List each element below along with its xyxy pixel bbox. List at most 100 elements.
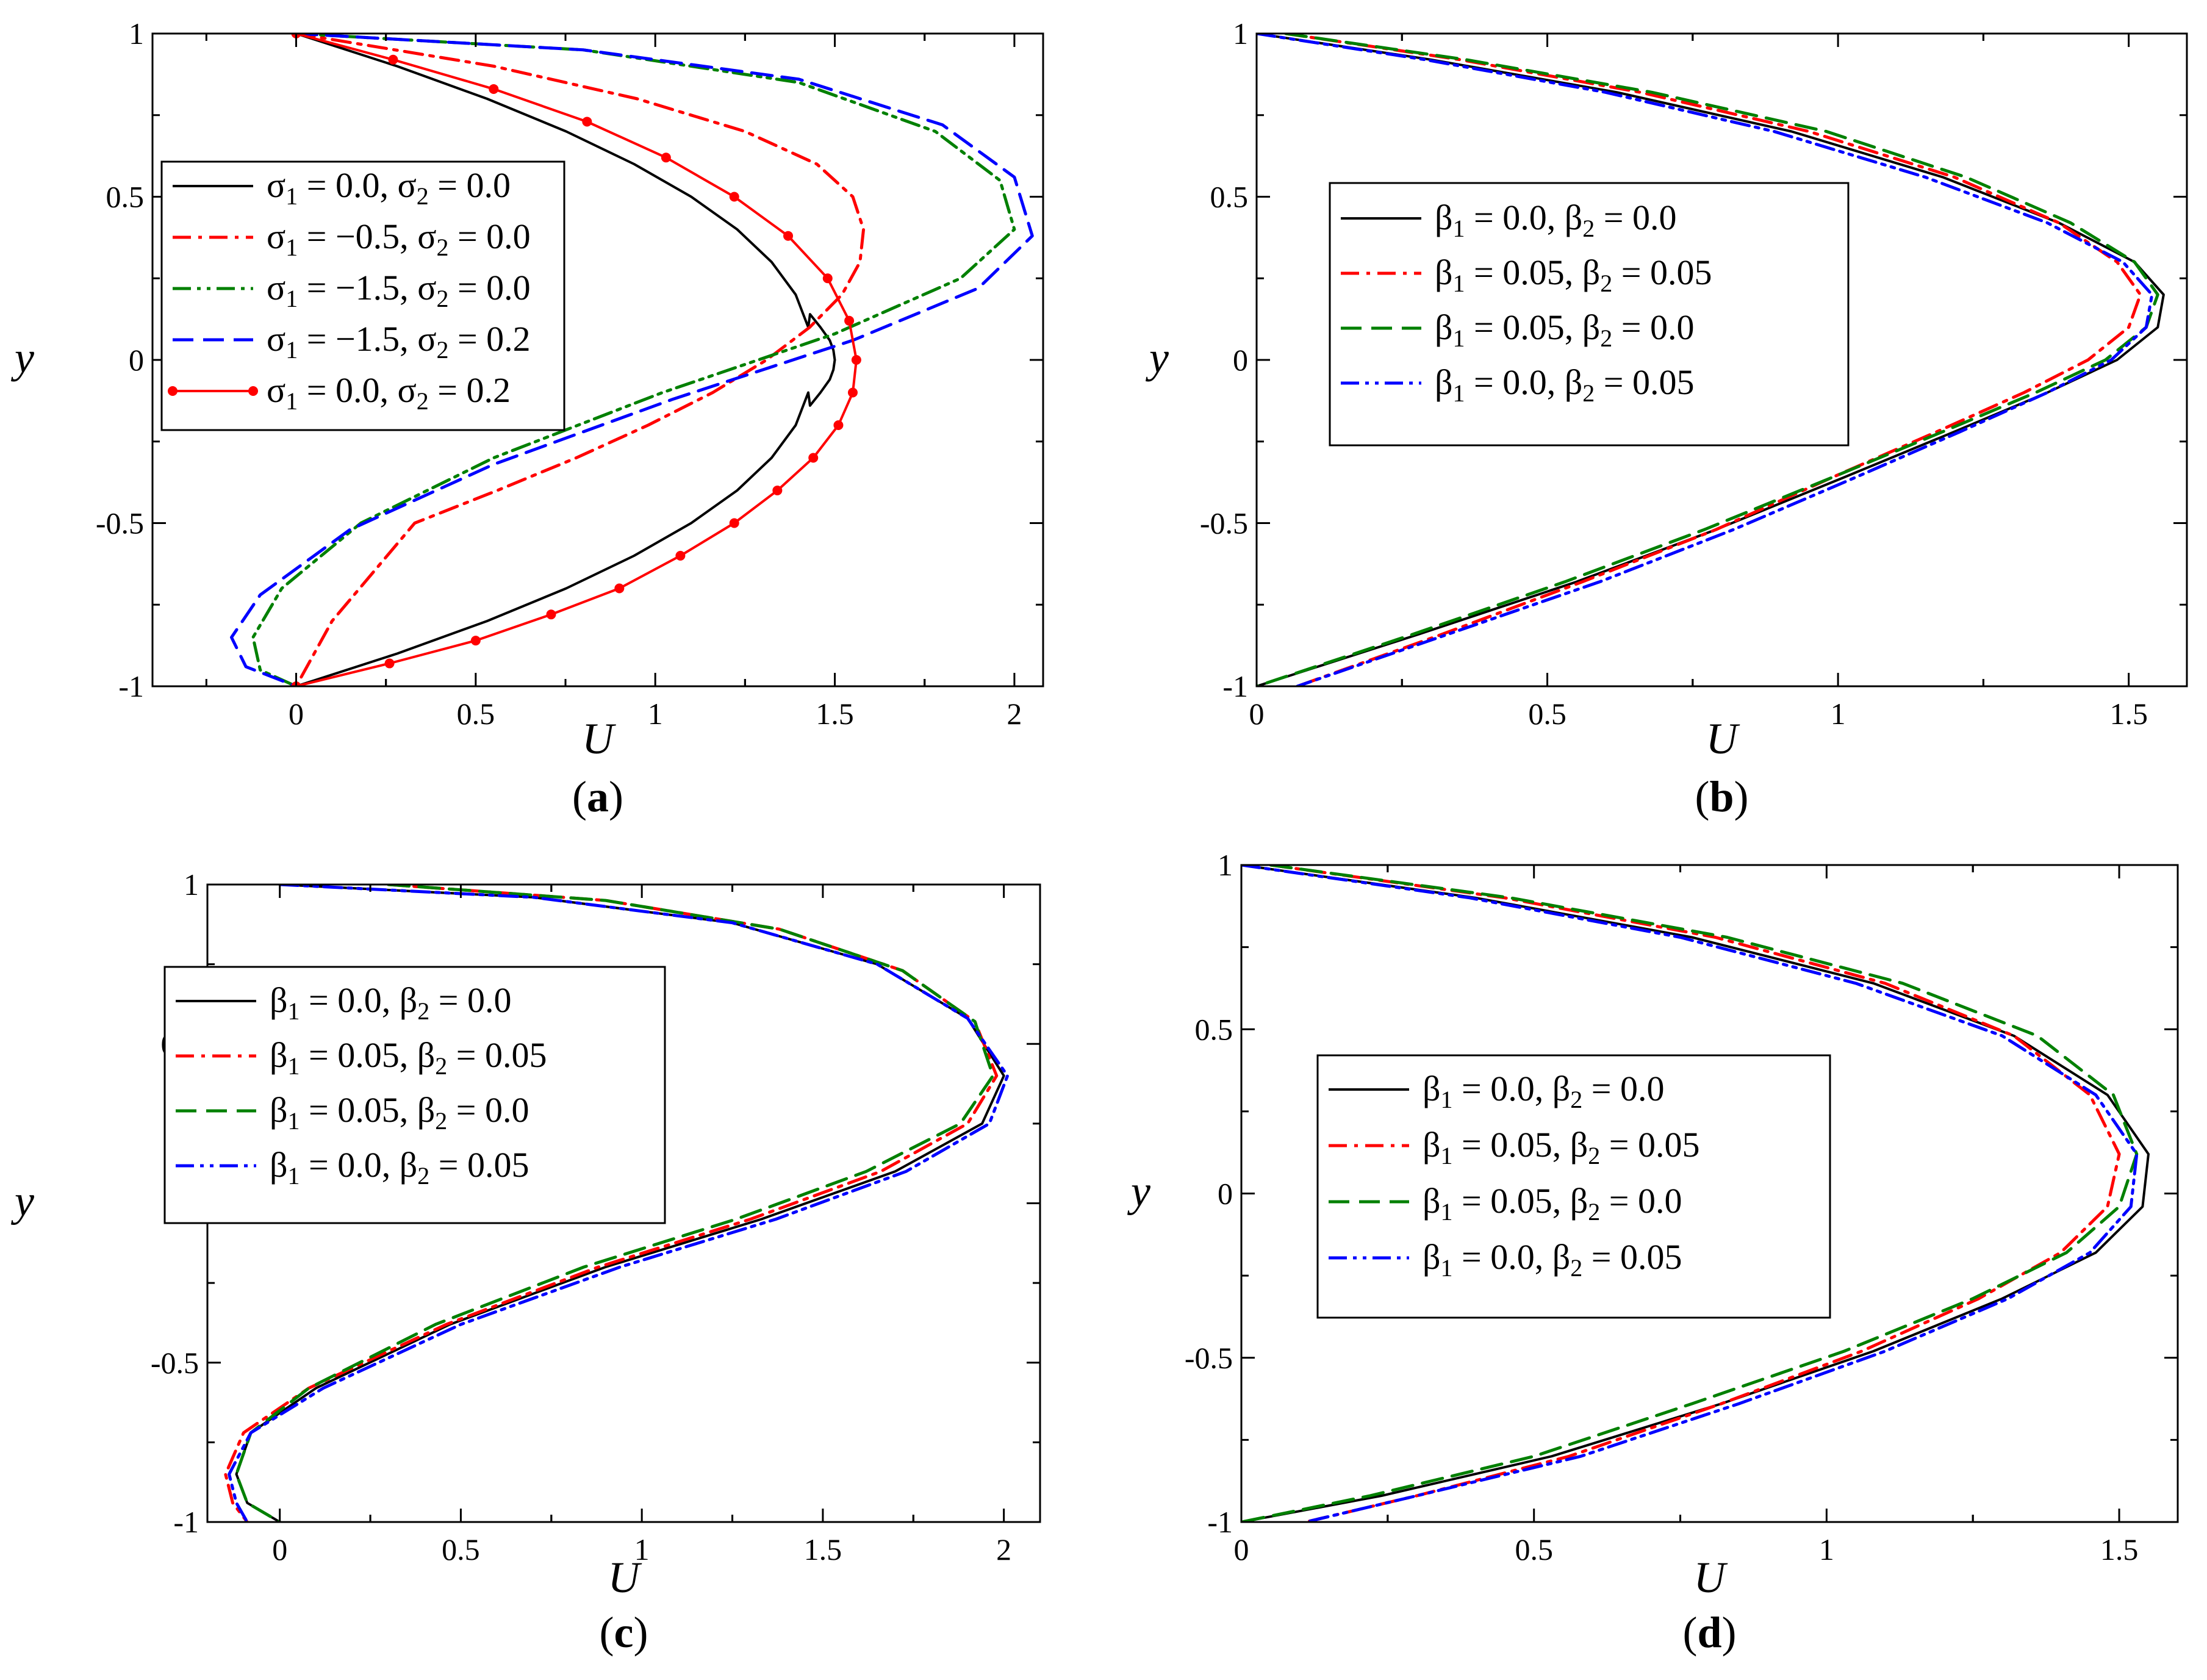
legend-value: = 0.0, xyxy=(1465,198,1565,237)
series-line-4 xyxy=(1257,34,2154,686)
legend-label-2: β1 = 0.05, β2 = 0.05 xyxy=(270,1035,547,1080)
series-group xyxy=(224,885,1010,1522)
legend-value: = 0.0 xyxy=(448,268,530,307)
legend-subscript: 1 xyxy=(285,182,298,210)
legend-subscript: 2 xyxy=(435,1052,447,1080)
legend-symbol: β xyxy=(1435,307,1453,347)
legend-symbol: σ xyxy=(267,370,285,410)
legend-value: = 0.05, xyxy=(300,1035,417,1075)
y-tick-label: -0.5 xyxy=(1185,1341,1233,1375)
legend-symbol: β xyxy=(1565,198,1583,237)
legend-symbol: β xyxy=(1565,362,1583,402)
legend-label-1: β1 = 0.0, β2 = 0.0 xyxy=(270,980,511,1025)
y-tick-label: -1 xyxy=(1207,1505,1233,1539)
legend-symbol: β xyxy=(1435,362,1453,402)
x-tick-label: 0.5 xyxy=(1515,1532,1553,1567)
x-tick-label: 2 xyxy=(996,1532,1011,1567)
series-marker-5-10 xyxy=(851,355,861,365)
y-tick-label: 0 xyxy=(1233,343,1248,377)
legend-symbol: β xyxy=(1552,1237,1571,1277)
legend-value: = 0.0, xyxy=(1453,1237,1552,1277)
legend-box xyxy=(1316,1054,1831,1319)
series-marker-5-14 xyxy=(772,486,783,495)
legend-label-3: β1 = 0.05, β2 = 0.0 xyxy=(1435,307,1694,352)
panel-label-letter: c xyxy=(614,1608,634,1657)
legend-symbol: β xyxy=(1570,1125,1588,1165)
legend-subscript: 1 xyxy=(1453,215,1465,242)
x-tick-label: 1 xyxy=(634,1532,650,1567)
legend-symbol: σ xyxy=(397,165,416,205)
legend-label-2: σ1 = −0.5, σ2 = 0.0 xyxy=(267,217,531,261)
legend-symbol: σ xyxy=(267,268,285,307)
legend-value: = 0.05 xyxy=(1595,362,1694,402)
series-line-4 xyxy=(1241,865,2139,1522)
legend-symbol: β xyxy=(270,1145,288,1185)
legend-value: = 0.0 xyxy=(429,980,511,1020)
legend-subscript: 1 xyxy=(1441,1254,1453,1282)
series-marker-5-19 xyxy=(470,636,481,646)
legend-value: = 0.05 xyxy=(429,1145,529,1185)
y-tick-label: -0.5 xyxy=(151,1346,199,1380)
legend-symbol: β xyxy=(1423,1069,1441,1108)
y-tick-label: -1 xyxy=(1222,669,1248,703)
legend-value: = 0.0, xyxy=(1453,1069,1552,1108)
legend-subscript: 2 xyxy=(1582,215,1595,242)
series-marker-5-8 xyxy=(822,273,833,284)
panel-label: (c) xyxy=(600,1608,648,1657)
series-marker-5-18 xyxy=(546,609,556,620)
legend-label-3: β1 = 0.05, β2 = 0.0 xyxy=(270,1090,529,1135)
legend-symbol: σ xyxy=(417,268,436,307)
legend-symbol: β xyxy=(270,1090,288,1130)
y-tick-label: 1 xyxy=(1218,848,1233,882)
legend-label-1: β1 = 0.0, β2 = 0.0 xyxy=(1435,198,1676,242)
y-tick-label: -0.5 xyxy=(96,506,144,540)
series-group xyxy=(230,34,1034,686)
panel-label: (d) xyxy=(1682,1608,1736,1657)
legend: β1 = 0.0, β2 = 0.0β1 = 0.05, β2 = 0.05β1… xyxy=(1329,182,1850,447)
legend-value: = −1.5, xyxy=(298,268,417,307)
legend-subscript: 1 xyxy=(1441,1142,1453,1169)
y-tick-label: -1 xyxy=(173,1505,199,1539)
legend-subscript: 1 xyxy=(285,387,298,415)
series-marker-5-6 xyxy=(729,192,739,202)
legend-value: = 0.05, xyxy=(300,1090,417,1130)
series-line-2 xyxy=(1284,34,2142,686)
legend-symbol: β xyxy=(417,1090,436,1130)
legend-symbol: σ xyxy=(417,217,436,256)
legend-label-4: β1 = 0.0, β2 = 0.05 xyxy=(1435,362,1694,407)
legend-symbol: β xyxy=(1582,307,1601,347)
legend-value: = 0.0, xyxy=(300,1145,400,1185)
x-tick-label: 2 xyxy=(1007,697,1022,731)
x-tick-label: 1 xyxy=(1831,697,1846,731)
legend-subscript: 1 xyxy=(1453,270,1465,297)
legend-value: = 0.0 xyxy=(1582,1069,1664,1108)
legend-label-2: β1 = 0.05, β2 = 0.05 xyxy=(1423,1125,1699,1169)
panel-label-open: ( xyxy=(572,772,587,821)
x-tick-label: 0 xyxy=(289,697,304,731)
y-axis-label: y xyxy=(10,333,34,382)
x-tick-label: 0.5 xyxy=(1528,697,1566,731)
y-tick-label: -1 xyxy=(118,669,144,703)
series-marker-5-7 xyxy=(783,231,794,241)
legend-subscript: 2 xyxy=(1600,325,1612,352)
legend-subscript: 2 xyxy=(1588,1142,1600,1169)
legend-value: = 0.05, xyxy=(1453,1181,1570,1221)
x-tick-label: 0.5 xyxy=(457,697,495,731)
legend-marker-left xyxy=(168,386,178,396)
series-marker-5-2 xyxy=(388,54,398,65)
x-tick-label: 1.5 xyxy=(816,697,854,731)
x-tick-label: 1 xyxy=(648,697,663,731)
series-marker-5-12 xyxy=(833,420,844,430)
legend-value: = −1.5, xyxy=(298,319,417,359)
legend-box xyxy=(163,966,666,1224)
y-axis-label: y xyxy=(1127,1167,1150,1216)
series-group xyxy=(1257,34,2165,686)
series-line-1 xyxy=(1241,865,2150,1522)
series-marker-5-17 xyxy=(614,583,625,594)
x-tick-label: 1.5 xyxy=(804,1532,842,1567)
x-axis-label: U xyxy=(1706,714,1740,763)
legend-subscript: 2 xyxy=(417,182,429,210)
panel-label: (b) xyxy=(1695,772,1748,821)
